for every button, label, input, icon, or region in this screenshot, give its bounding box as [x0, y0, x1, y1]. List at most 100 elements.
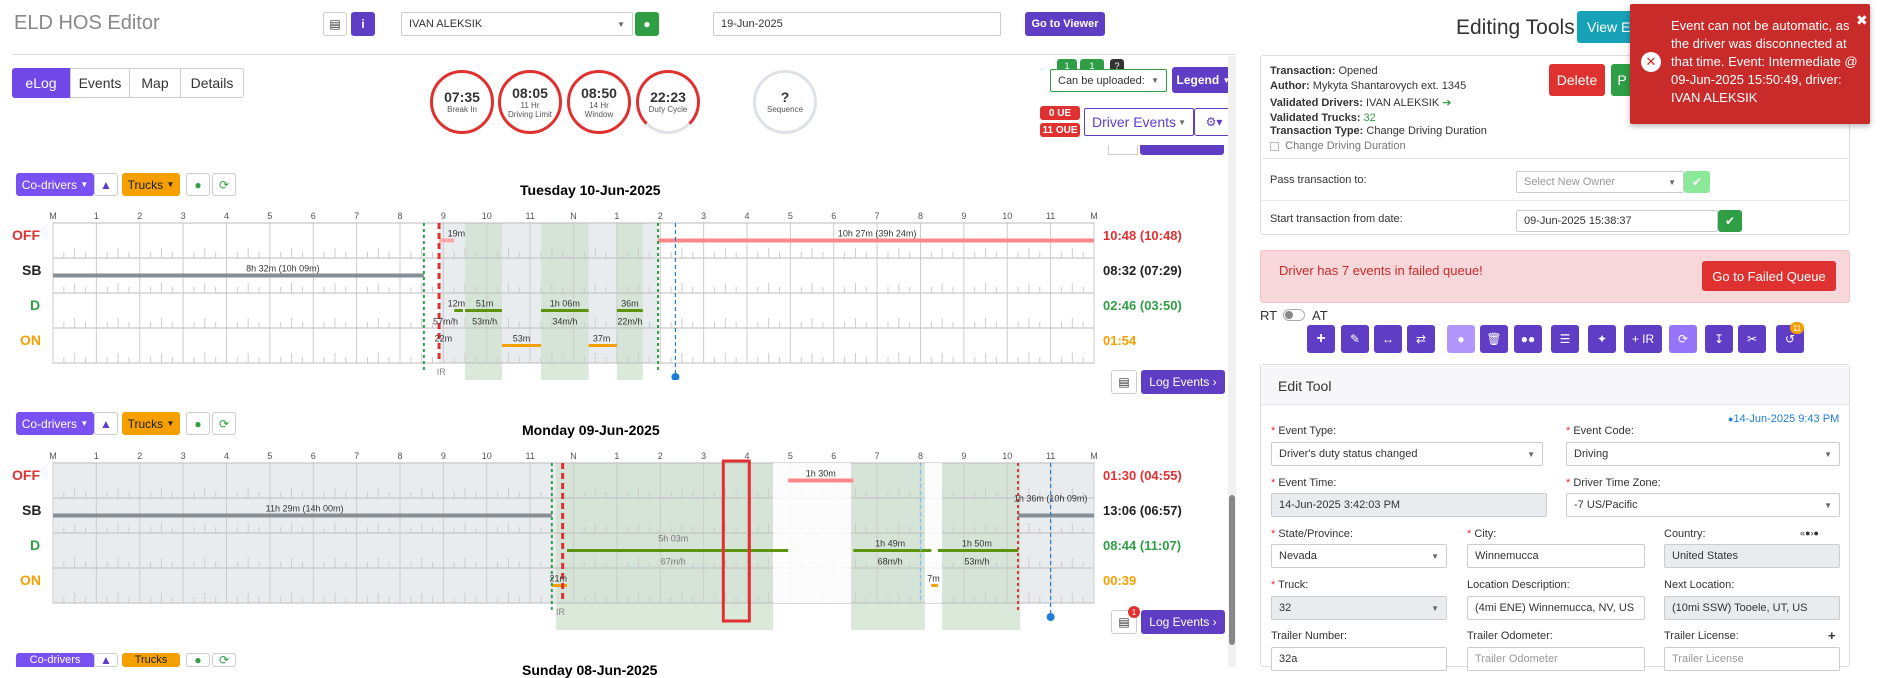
pass-confirm-icon[interactable]: ✔ — [1684, 171, 1710, 193]
tab-events[interactable]: Events — [70, 68, 130, 98]
segment-label: IR — [437, 367, 447, 377]
refresh-icon[interactable]: ⟳ — [212, 653, 236, 667]
drive-shade — [540, 223, 589, 380]
segment-label: 7m — [927, 574, 940, 584]
add-ir-button[interactable]: + IR — [1624, 325, 1662, 353]
refresh-icon[interactable]: ⟳ — [212, 173, 236, 196]
truck-icon[interactable]: ▲ — [94, 173, 118, 196]
hour-tick-label: 7 — [875, 451, 880, 461]
event-time-input[interactable]: 14-Jun-2025 3:42:03 PM — [1271, 493, 1547, 517]
date-input[interactable]: 19-Jun-2025 — [713, 12, 1001, 36]
magic-wand-icon[interactable]: ✦ — [1588, 325, 1616, 353]
user-icon[interactable]: ● — [1447, 325, 1475, 353]
trailer-number-input[interactable]: 32a — [1271, 647, 1447, 671]
toast-close-icon[interactable]: ✖ — [1856, 12, 1868, 28]
hour-tick-label: 4 — [224, 451, 229, 461]
new-owner-select[interactable]: Select New Owner ▼ — [1516, 171, 1684, 193]
edit-pencil-icon[interactable]: ✎ — [1341, 325, 1369, 353]
trash-icon[interactable]: 🗑 — [1480, 325, 1508, 353]
go-to-viewer-button[interactable]: Go to Viewer — [1025, 12, 1105, 36]
hour-tick-label: 4 — [224, 211, 229, 221]
start-confirm-icon[interactable]: ✔ — [1718, 210, 1742, 232]
scrollbar-track[interactable] — [1228, 56, 1236, 667]
can-be-uploaded-select[interactable]: Can be uploaded: ▼ — [1050, 69, 1167, 92]
text-format-icon[interactable]: ↧ — [1705, 325, 1733, 353]
event-type-select[interactable]: Driver's duty status changed ▼ — [1271, 442, 1543, 466]
rt-at-toggle[interactable] — [1283, 309, 1305, 321]
hour-tick-label: 4 — [744, 451, 749, 461]
add-icon[interactable]: + — [1307, 325, 1335, 353]
trucks-button[interactable]: Trucks ▼ — [122, 412, 180, 435]
document-icon[interactable]: ▤ — [323, 12, 347, 36]
codrivers-button[interactable]: Co-drivers ▼ — [16, 412, 94, 435]
trucks-button[interactable]: Trucks ▼ — [122, 173, 180, 196]
city-label: * City: — [1467, 528, 1497, 540]
editing-tools-title: Editing Tools — [1456, 16, 1575, 39]
robot-icon[interactable]: ● — [186, 173, 210, 196]
go-to-failed-queue-button[interactable]: Go to Failed Queue — [1702, 261, 1836, 291]
trailer-license-input[interactable]: Trailer License — [1664, 647, 1840, 671]
state-select[interactable]: Nevada ▼ — [1271, 544, 1447, 568]
refresh-icon[interactable]: ⟳ — [212, 412, 236, 435]
day-graph[interactable]: M 1 2 3 4 5 6 7 8 9 10 11 N 1 2 3 4 5 6 7 8 9 10 11 M 8h 32m (10h… — [0, 200, 1100, 380]
swap-icon[interactable]: ⇄ — [1407, 325, 1435, 353]
publish-button[interactable]: P — [1611, 64, 1633, 96]
total-d: 08:44 (11:07) — [1103, 538, 1182, 553]
truck-icon[interactable]: ▲ — [94, 412, 118, 435]
codrivers-button[interactable]: Co-drivers — [16, 653, 94, 667]
error-icon: ✕ — [1641, 52, 1661, 72]
hour-tick-label: 9 — [441, 451, 446, 461]
driver-events-select[interactable]: Driver Events ▼ — [1084, 108, 1194, 136]
hour-tick-label: 1 — [614, 211, 619, 221]
columns-icon[interactable]: ☰ — [1551, 325, 1579, 353]
truck-icon[interactable]: ▲ — [94, 653, 118, 667]
scissors-icon[interactable]: ✂ — [1738, 325, 1766, 353]
trucks-button[interactable]: Trucks — [122, 653, 180, 667]
timezone-select[interactable]: -7 US/Pacific ▼ — [1566, 493, 1840, 517]
truck-select[interactable]: 32 ▼ — [1271, 596, 1447, 620]
codrivers-button[interactable]: Co-drivers ▼ — [16, 173, 94, 196]
hour-tick-label: 1 — [614, 451, 619, 461]
info-icon[interactable]: i — [351, 12, 375, 36]
driver-select[interactable]: IVAN ALEKSIK ▼ — [401, 12, 633, 36]
at-label: AT — [1312, 308, 1328, 323]
tab-map[interactable]: Map — [129, 68, 181, 98]
hour-tick-label: 8 — [918, 451, 923, 461]
scrollbar-thumb[interactable] — [1229, 495, 1235, 645]
hour-tick-label: 5 — [267, 211, 272, 221]
tab-details[interactable]: Details — [180, 68, 244, 98]
change-duration-checkbox[interactable]: Change Driving Duration — [1270, 140, 1406, 152]
total-sb: 08:32 (07:29) — [1103, 263, 1182, 278]
settings-gear-icon[interactable]: ⚙▾ — [1194, 108, 1234, 136]
add-trailer-icon[interactable]: + — [1828, 628, 1836, 643]
legend-button[interactable]: Legend ▼ — [1172, 67, 1235, 93]
day-graph[interactable]: M 1 2 3 4 5 6 7 8 9 10 11 N 1 2 3 4 5 6 7 8 9 10 11 M 11h 29m (14… — [0, 440, 1100, 630]
segment-label: 53m — [513, 334, 531, 344]
log-events-button[interactable]: Log Events › — [1141, 610, 1225, 634]
city-input[interactable]: Winnemucca — [1467, 544, 1645, 568]
event-code-select[interactable]: Driving ▼ — [1566, 442, 1840, 466]
driver-user-icon[interactable]: ● — [635, 12, 659, 36]
comment-icon[interactable]: ▤ — [1111, 370, 1137, 394]
hour-tick-label: 1 — [94, 211, 99, 221]
partial-button-edge-2 — [1108, 145, 1138, 155]
log-events-button[interactable]: Log Events › — [1141, 370, 1225, 394]
next-location-input[interactable]: (10mi SSW) Tooele, UT, US — [1664, 596, 1840, 620]
robot-icon[interactable]: ● — [186, 412, 210, 435]
location-description-input[interactable]: (4mi ENE) Winnemucca, NV, US — [1467, 596, 1645, 620]
hour-tick-label: 2 — [137, 211, 142, 221]
comment-badge: 1 — [1128, 606, 1140, 618]
start-date-input[interactable]: 09-Jun-2025 15:38:37 — [1516, 210, 1718, 232]
tab-elog[interactable]: eLog — [12, 68, 70, 98]
gauge-window: 08:50 14 Hr Window — [567, 70, 631, 134]
trailer-odometer-input[interactable]: Trailer Odometer — [1467, 647, 1645, 671]
hour-tick-label: 11 — [1046, 451, 1055, 461]
users-icon[interactable]: ●● — [1514, 325, 1542, 353]
delete-button[interactable]: Delete — [1549, 64, 1605, 96]
location-pin-icon[interactable]: «●›● — [1800, 528, 1819, 538]
sync-icon[interactable]: ⟳ — [1669, 325, 1697, 353]
country-input[interactable]: United States — [1664, 544, 1840, 568]
robot-icon[interactable]: ● — [186, 653, 210, 667]
hour-tick-label: 2 — [658, 451, 663, 461]
shift-arrows-icon[interactable]: ↔ — [1374, 325, 1402, 353]
